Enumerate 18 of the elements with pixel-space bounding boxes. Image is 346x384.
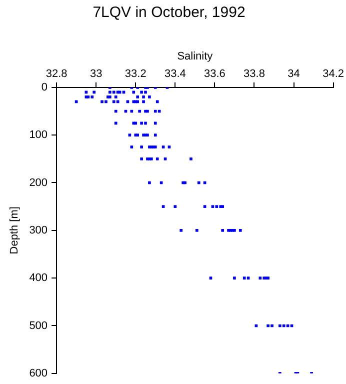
x-tick-label: 34 (288, 68, 300, 80)
y-tick-label: 400 (29, 272, 48, 284)
x-tick-label: 33.2 (124, 68, 146, 80)
y-axis-title: Depth [m] (8, 206, 21, 254)
y-tick-label: 600 (29, 367, 48, 380)
y-tick-label: 100 (29, 129, 48, 142)
y-tick-label: 200 (29, 176, 48, 189)
x-tick-label: 33.8 (244, 68, 265, 80)
x-tick-label: 34.2 (322, 68, 344, 80)
x-tick-label: 33.6 (204, 68, 226, 80)
y-tick-label: 300 (29, 224, 48, 236)
x-tick-label: 33.4 (164, 68, 186, 80)
y-tick-label: 0 (41, 81, 48, 94)
x-axis-title: Salinity (177, 50, 214, 63)
y-tick-label: 500 (29, 320, 48, 332)
chart-title: 7LQV in October, 1992 (92, 4, 246, 22)
x-tick-label: 33 (90, 68, 102, 80)
x-tick-label: 32.8 (46, 68, 68, 80)
